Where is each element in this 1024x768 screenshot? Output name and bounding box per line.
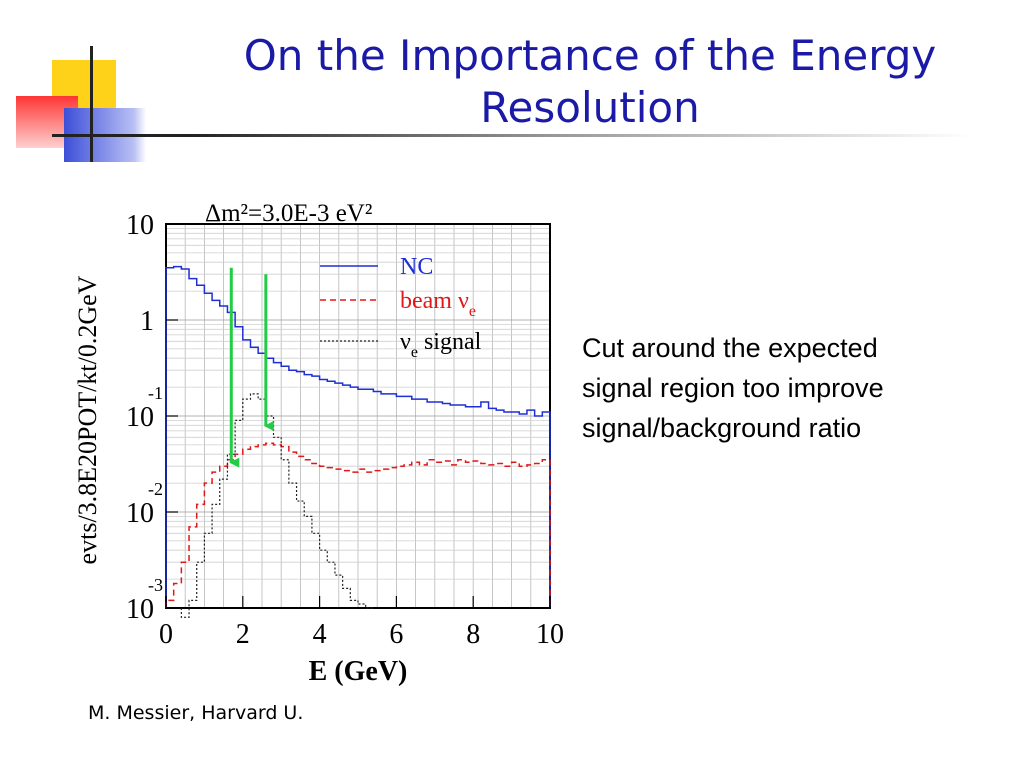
y-tick-exponent: -2 <box>148 479 163 499</box>
legend-label-signal-nu: ν <box>400 329 411 355</box>
title-line-1: On the Importance of the Energy <box>243 31 937 80</box>
title-line-2: Resolution <box>480 83 700 132</box>
x-tick-label: 4 <box>313 619 327 650</box>
y-tick-label: 1 <box>140 306 154 337</box>
title-underline <box>52 134 972 137</box>
y-tick-label: 10 <box>126 402 154 433</box>
chart-legend: NC beam νe νe signal <box>320 254 482 361</box>
chart-title: Δm²=3.0E-3 eV² <box>205 200 372 227</box>
chart-annotations <box>229 267 274 468</box>
x-tick-label: 10 <box>536 619 564 650</box>
legend-label-signal-sub: e <box>411 344 418 361</box>
series-solid-line <box>165 265 551 608</box>
caption-line-1: Cut around the expected <box>582 333 878 363</box>
x-tick-label: 8 <box>466 619 480 650</box>
y-tick-label: 10 <box>126 594 154 625</box>
y-tick-exponent: -3 <box>148 575 163 595</box>
legend-label-signal-tail: signal <box>418 329 482 355</box>
series-dotted-line <box>180 393 374 618</box>
chart-series-layer <box>165 265 551 618</box>
x-axis-ticks: 0 2 4 6 8 10 <box>159 596 564 650</box>
chart-grid <box>166 224 550 609</box>
legend-label-beam-main: beam ν <box>400 288 469 314</box>
y-tick-label: 10 <box>126 498 154 529</box>
slide-title: On the Importance of the Energy Resoluti… <box>150 30 1024 134</box>
y-tick-exponent: -1 <box>148 383 163 403</box>
x-axis-label: E (GeV) <box>309 656 408 687</box>
legend-label-nc: NC <box>400 254 433 280</box>
legend-label-beam-sub: e <box>469 303 476 320</box>
deco-vertical-line <box>90 46 93 162</box>
caption-line-3: signal/background ratio <box>582 413 862 443</box>
slide-credit: M. Messier, Harvard U. <box>88 702 304 724</box>
y-axis-ticks: 101-110-210-310 <box>126 210 178 625</box>
x-tick-label: 0 <box>159 619 173 650</box>
legend-label-signal: νe signal <box>400 329 482 361</box>
x-tick-label: 2 <box>236 619 250 650</box>
y-axis-label: evts/3.8E20POT/kt/0.2GeV <box>73 275 102 564</box>
y-tick-label: 10 <box>126 210 154 241</box>
slide-caption: Cut around the expected signal region to… <box>582 328 982 448</box>
caption-line-2: signal region too improve <box>582 373 884 403</box>
x-tick-label: 6 <box>389 619 403 650</box>
legend-label-beam: beam νe <box>400 288 476 320</box>
